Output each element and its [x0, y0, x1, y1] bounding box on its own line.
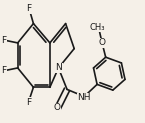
Text: F: F [1, 66, 6, 75]
Text: F: F [1, 36, 6, 45]
Text: O: O [99, 38, 106, 47]
Text: F: F [27, 4, 32, 13]
Text: NH: NH [77, 93, 91, 102]
Text: O: O [54, 103, 60, 113]
Text: CH₃: CH₃ [89, 23, 105, 32]
Text: F: F [26, 98, 31, 107]
Text: N: N [56, 63, 62, 72]
